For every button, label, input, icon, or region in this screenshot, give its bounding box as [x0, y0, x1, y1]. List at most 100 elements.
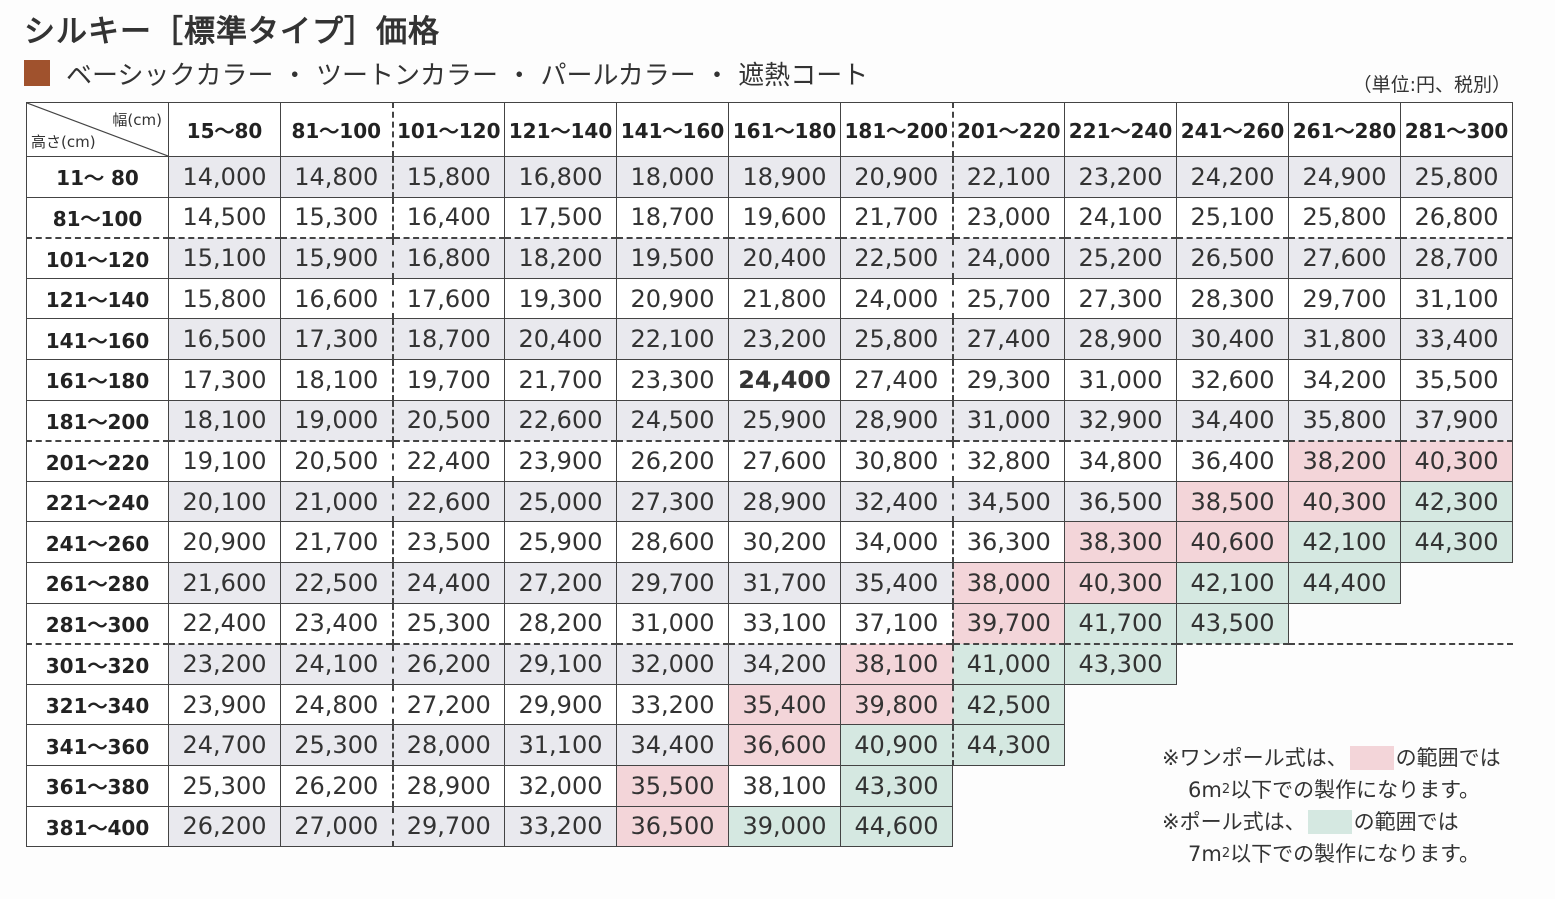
price-cell: 25,800: [1288, 196, 1401, 239]
price-cell: 26,500: [1176, 236, 1289, 279]
price-cell: 44,600: [840, 805, 953, 848]
price-cell: 37,100: [840, 602, 953, 645]
table-row: 121～140 15,800 16,600 17,600 19,300 20,900 21,…: [26, 277, 1513, 320]
price-cell: 24,500: [616, 399, 729, 442]
price-cell: 19,700: [391, 358, 505, 401]
note-pole: ※ポール式は、 の範囲では: [1162, 806, 1501, 838]
price-cell: 15,300: [280, 196, 393, 239]
column-header: 81～100: [280, 102, 393, 157]
price-cell: 29,300: [951, 358, 1065, 401]
price-cell: 40,300: [1288, 480, 1401, 523]
table-row: 141～160 16,500 17,300 18,700 20,400 22,100 23,…: [26, 318, 1513, 360]
table-row: 241～260 20,900 21,700 23,500 25,900 28,600 30,…: [26, 521, 1513, 563]
column-header: 221～240: [1064, 102, 1177, 157]
empty-cell: [1289, 603, 1401, 644]
empty-cell: [953, 806, 1065, 847]
note-one-pole-prefix: ※ワンポール式は、: [1162, 746, 1348, 770]
note-pole-suffix: の範囲では: [1353, 810, 1459, 834]
price-cell: 15,800: [391, 156, 505, 198]
price-cell: 32,900: [1064, 399, 1177, 442]
price-cell: 37,900: [1400, 399, 1513, 442]
price-cell: 20,400: [504, 318, 617, 360]
price-cell: 23,000: [951, 196, 1065, 239]
price-cell: 23,900: [168, 683, 281, 726]
price-cell: 25,900: [504, 521, 617, 563]
price-cell: 39,800: [840, 683, 953, 726]
row-header: 181～200: [26, 399, 169, 442]
price-cell: 39,000: [728, 805, 841, 848]
price-cell: 24,400: [391, 561, 505, 604]
empty-cell: [1176, 642, 1289, 685]
price-cell: 19,300: [504, 277, 617, 320]
price-cell: 26,200: [168, 805, 281, 848]
price-cell: 23,400: [280, 602, 393, 645]
price-cell: 25,800: [840, 318, 953, 360]
price-cell: 22,100: [616, 318, 729, 360]
row-header: 301～320: [26, 642, 169, 685]
pink-legend-chip: [1349, 746, 1394, 770]
price-cell: 40,600: [1176, 521, 1289, 563]
price-cell: 28,300: [1176, 277, 1289, 320]
table-row: 281～300 22,400 23,400 25,300 28,200 31,000 33,…: [26, 602, 1513, 645]
price-cell: 27,200: [391, 683, 505, 726]
price-cell: 27,600: [728, 439, 841, 482]
price-cell: 42,500: [951, 683, 1065, 726]
column-header: 261～280: [1288, 102, 1401, 157]
price-cell: 23,500: [391, 521, 505, 563]
price-cell: 22,600: [391, 480, 505, 523]
price-cell: 21,000: [280, 480, 393, 523]
price-cell: 16,800: [504, 156, 617, 198]
column-header: 201～220: [951, 102, 1065, 157]
price-cell: 40,300: [1064, 561, 1177, 604]
note-pole-text: 以下での製作になります。: [1230, 842, 1481, 866]
row-header: 161～180: [26, 358, 169, 401]
price-cell: 16,600: [280, 277, 393, 320]
price-cell: 28,700: [1400, 236, 1513, 279]
price-cell: 18,200: [504, 236, 617, 279]
note-one-pole-text: 以下での製作になります。: [1230, 778, 1481, 802]
price-cell: 15,900: [280, 236, 393, 279]
price-cell: 43,300: [1064, 642, 1177, 685]
price-cell: 34,200: [728, 642, 841, 685]
price-cell: 28,900: [840, 399, 953, 442]
price-cell: 27,000: [280, 805, 393, 848]
price-cell: 43,500: [1176, 602, 1289, 645]
price-cell: 23,200: [728, 318, 841, 360]
price-cell: 21,800: [728, 277, 841, 320]
row-header: 241～260: [26, 521, 169, 563]
price-cell: 29,700: [1288, 277, 1401, 320]
empty-cell: [1065, 725, 1177, 766]
price-cell: 27,300: [616, 480, 729, 523]
price-cell: 34,200: [1288, 358, 1401, 401]
price-cell: 15,100: [168, 236, 281, 279]
price-cell: 18,900: [728, 156, 841, 198]
table-row: 321～340 23,900 24,800 27,200 29,900 33,200 35,…: [26, 683, 1513, 726]
price-cell: 44,300: [1400, 521, 1513, 563]
price-cell: 20,900: [616, 277, 729, 320]
corner-diagonal-line: [27, 103, 168, 156]
price-cell: 19,600: [728, 196, 841, 239]
subtitle-row: ベーシックカラー ・ ツートンカラー ・ パールカラー ・ 遮熱コート: [24, 56, 868, 91]
row-header: 321～340: [26, 683, 169, 726]
price-cell: 29,100: [504, 642, 617, 685]
row-header: 121～140: [26, 277, 169, 320]
corner-cell: 幅(cm) 高さ(cm): [26, 102, 169, 157]
empty-cell: [1065, 806, 1177, 847]
table-row: 81～100 14,500 15,300 16,400 17,500 18,700 19,6…: [26, 196, 1513, 239]
price-cell: 20,900: [168, 521, 281, 563]
price-cell: 29,700: [391, 805, 505, 848]
column-header: 241～260: [1176, 102, 1289, 157]
price-cell: 32,400: [840, 480, 953, 523]
note-one-pole-suffix: の範囲では: [1395, 746, 1501, 770]
table-row: 181～200 18,100 19,000 20,500 22,600 24,500 25,…: [26, 399, 1513, 442]
empty-cell: [1177, 684, 1289, 725]
price-cell: 42,100: [1176, 561, 1289, 604]
price-cell: 17,500: [504, 196, 617, 239]
price-cell: 35,400: [840, 561, 953, 604]
row-header: 11～ 80: [26, 156, 169, 198]
notes: ※ワンポール式は、 の範囲では 6m 2 以下での製作になります。 ※ポール式は、 …: [1162, 742, 1501, 870]
price-cell: 14,800: [280, 156, 393, 198]
price-cell: 36,500: [1064, 480, 1177, 523]
price-cell: 38,100: [840, 642, 953, 685]
price-cell: 15,800: [168, 277, 281, 320]
